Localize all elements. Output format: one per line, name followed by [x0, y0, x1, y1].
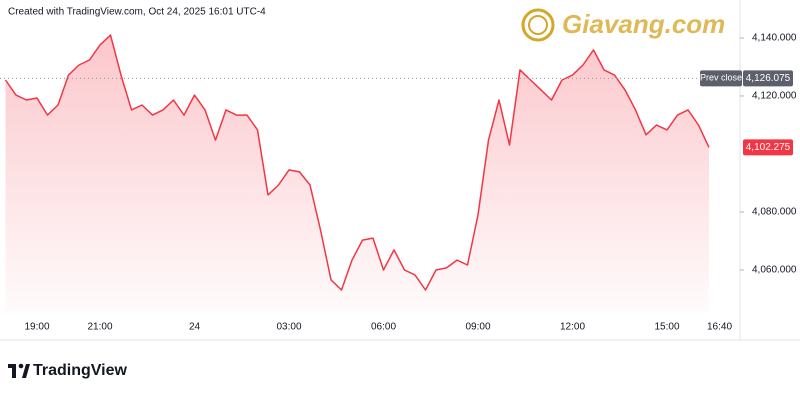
area [5, 35, 709, 312]
watermark: Giavang.com [562, 9, 725, 39]
price-line [4, 34, 710, 291]
x-tick-label: 21:00 [87, 322, 112, 333]
last-price-value: 4,102.275 [746, 142, 791, 153]
header: Created with TradingView.com, Oct 24, 20… [8, 7, 266, 18]
footer: TradingView [33, 362, 128, 379]
x-tick-label: 09:00 [465, 322, 490, 333]
y-tick-label: 4,060.000 [752, 265, 797, 276]
x-tick-label: 24 [189, 322, 201, 333]
prev-close-name: Prev close [700, 73, 742, 83]
y-tick-label: 4,140.000 [752, 33, 797, 44]
prev-close-tag [700, 70, 742, 87]
x-tick-label: 03:00 [276, 322, 301, 333]
y-tick-label: 4,080.000 [752, 207, 797, 218]
watermark-logo [521, 8, 555, 42]
x-tick-label: 06:00 [371, 322, 396, 333]
x-tick-label: 16:40 [707, 322, 732, 333]
x-tick-label: 12:00 [560, 322, 585, 333]
last-price-tag [743, 139, 793, 156]
x-tick-label: 19:00 [24, 322, 49, 333]
x-tick-label: 15:00 [654, 322, 679, 333]
y-tick-label: 4,120.000 [752, 91, 797, 102]
footer-logo [8, 363, 30, 378]
prev-close-value: 4,126.075 [746, 73, 791, 84]
prev-close-value-tag [743, 70, 793, 87]
